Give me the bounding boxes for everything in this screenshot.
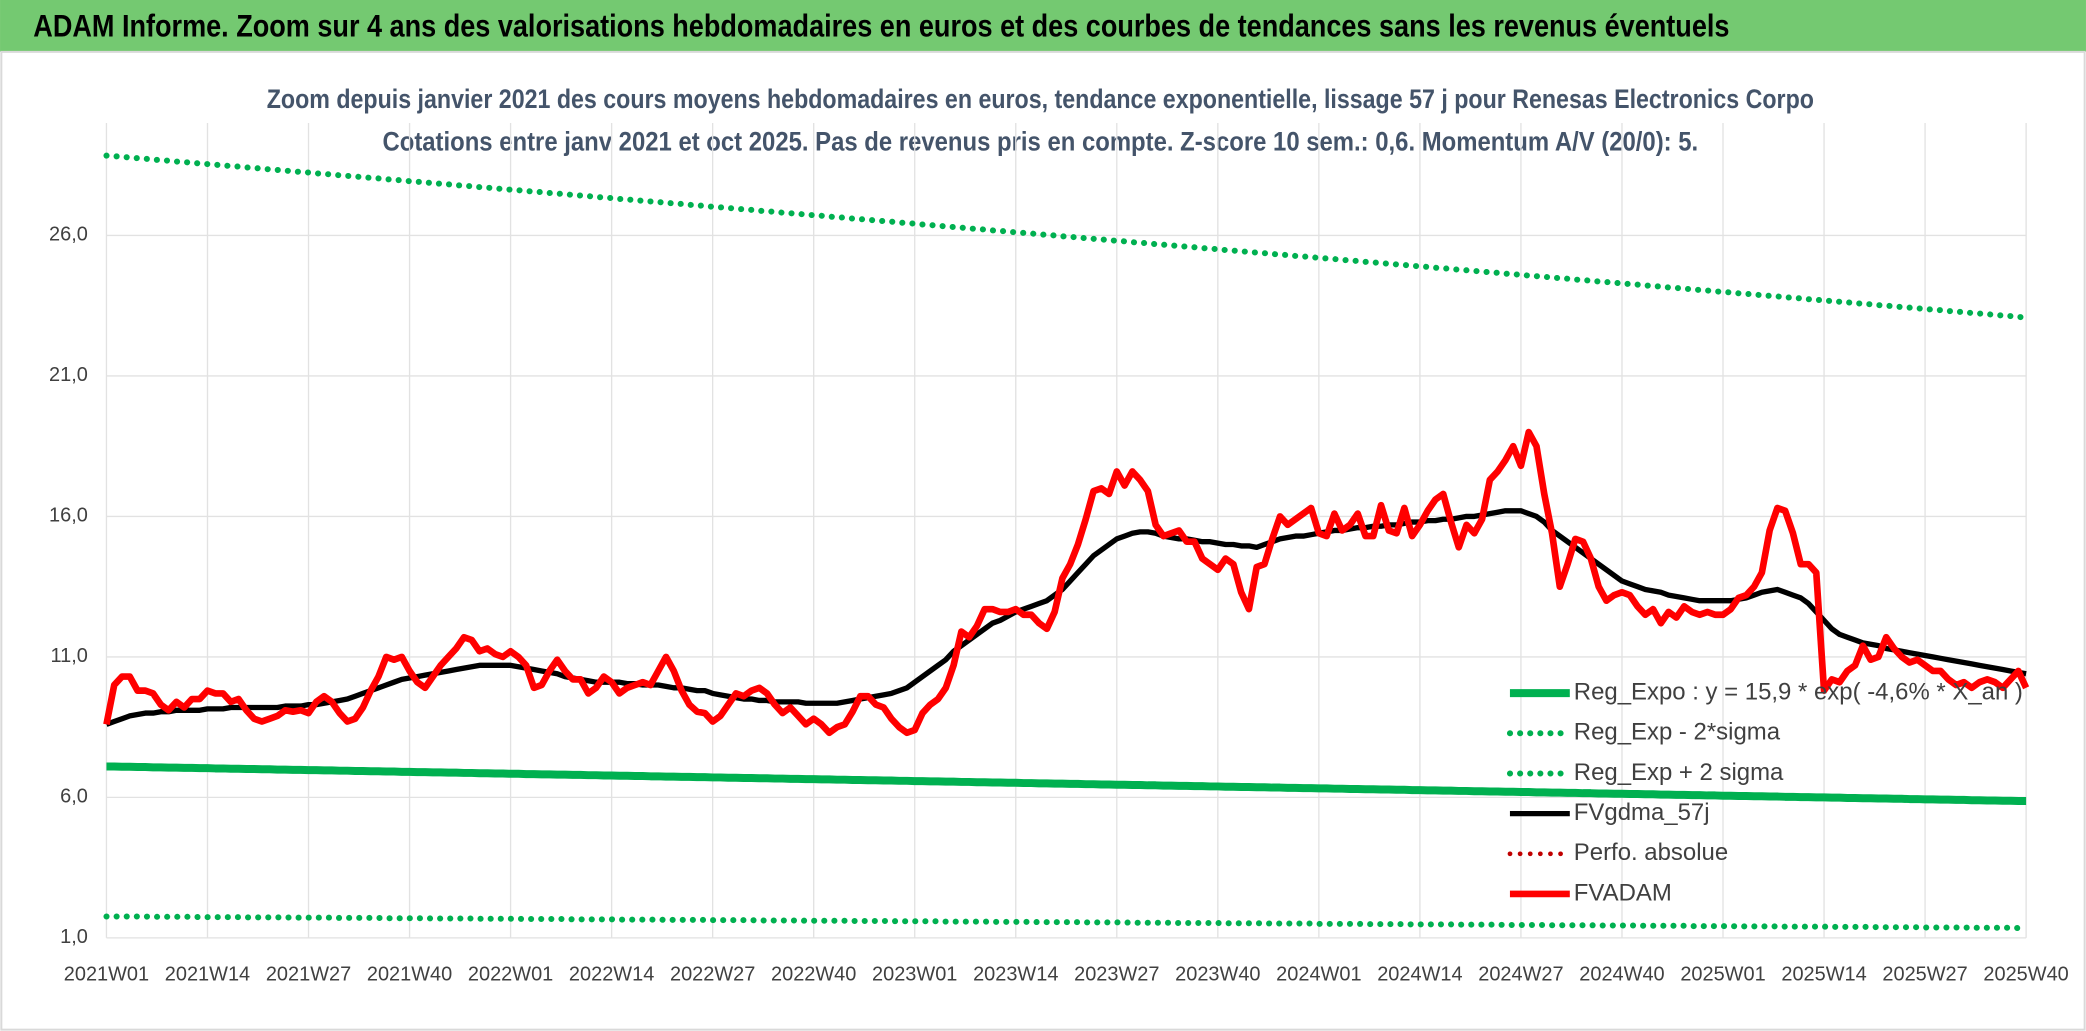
- x-tick-label: 2021W27: [266, 963, 351, 985]
- x-tick-label: 2025W14: [1781, 963, 1866, 985]
- legend-label: FVADAM: [1574, 879, 1672, 906]
- chart-subtitle: Cotations entre janv 2021 et oct 2025. P…: [382, 127, 1698, 157]
- series-line: [105, 508, 2027, 727]
- y-tick-label: 6,0: [60, 786, 88, 808]
- chart-border: [0, 50, 2086, 1031]
- x-tick-label: 2025W27: [1882, 963, 1967, 985]
- x-tick-label: 2024W40: [1579, 963, 1664, 985]
- x-tick-label: 2023W14: [973, 963, 1058, 985]
- x-tick-label: 2022W27: [670, 963, 755, 985]
- x-tick-label: 2022W40: [771, 963, 856, 985]
- y-tick-label: 21,0: [49, 364, 88, 386]
- legend-label: FVgdma_57j: [1574, 799, 1710, 826]
- x-tick-label: 2025W01: [1680, 963, 1765, 985]
- x-tick-label: 2021W14: [165, 963, 250, 985]
- x-tick-label: 2023W40: [1175, 963, 1260, 985]
- chart-title: Zoom depuis janvier 2021 des cours moyen…: [267, 84, 1814, 114]
- series-line: [103, 913, 2030, 932]
- y-tick-label: 26,0: [49, 224, 88, 246]
- legend-label: Reg_Exp + 2 sigma: [1574, 759, 1784, 786]
- banner: [0, 0, 2086, 52]
- series-line: [106, 762, 2027, 806]
- x-tick-label: 2022W14: [569, 963, 654, 985]
- x-tick-label: 2023W27: [1074, 963, 1159, 985]
- legend-label: Reg_Exp - 2*sigma: [1574, 719, 1781, 746]
- x-tick-label: 2024W14: [1377, 963, 1462, 985]
- x-tick-label: 2022W01: [468, 963, 553, 985]
- legend-label: Perfo. absolue: [1574, 839, 1728, 866]
- banner-title: ADAM Informe. Zoom sur 4 ans des valoris…: [33, 7, 1729, 43]
- y-tick-label: 1,0: [60, 926, 88, 948]
- series-line: [103, 428, 2030, 737]
- legend-label: Reg_Expo : y = 15,9 * exp( -4,6% * X_an …: [1574, 678, 2023, 705]
- x-tick-label: 2025W40: [1983, 963, 2068, 985]
- y-tick-label: 16,0: [49, 505, 88, 527]
- x-tick-label: 2021W40: [367, 963, 452, 985]
- x-tick-label: 2021W01: [64, 963, 149, 985]
- y-tick-label: 11,0: [51, 645, 88, 667]
- x-tick-label: 2024W27: [1478, 963, 1563, 985]
- x-tick-label: 2023W01: [872, 963, 957, 985]
- x-tick-label: 2024W01: [1276, 963, 1361, 985]
- series-line: [103, 152, 2030, 321]
